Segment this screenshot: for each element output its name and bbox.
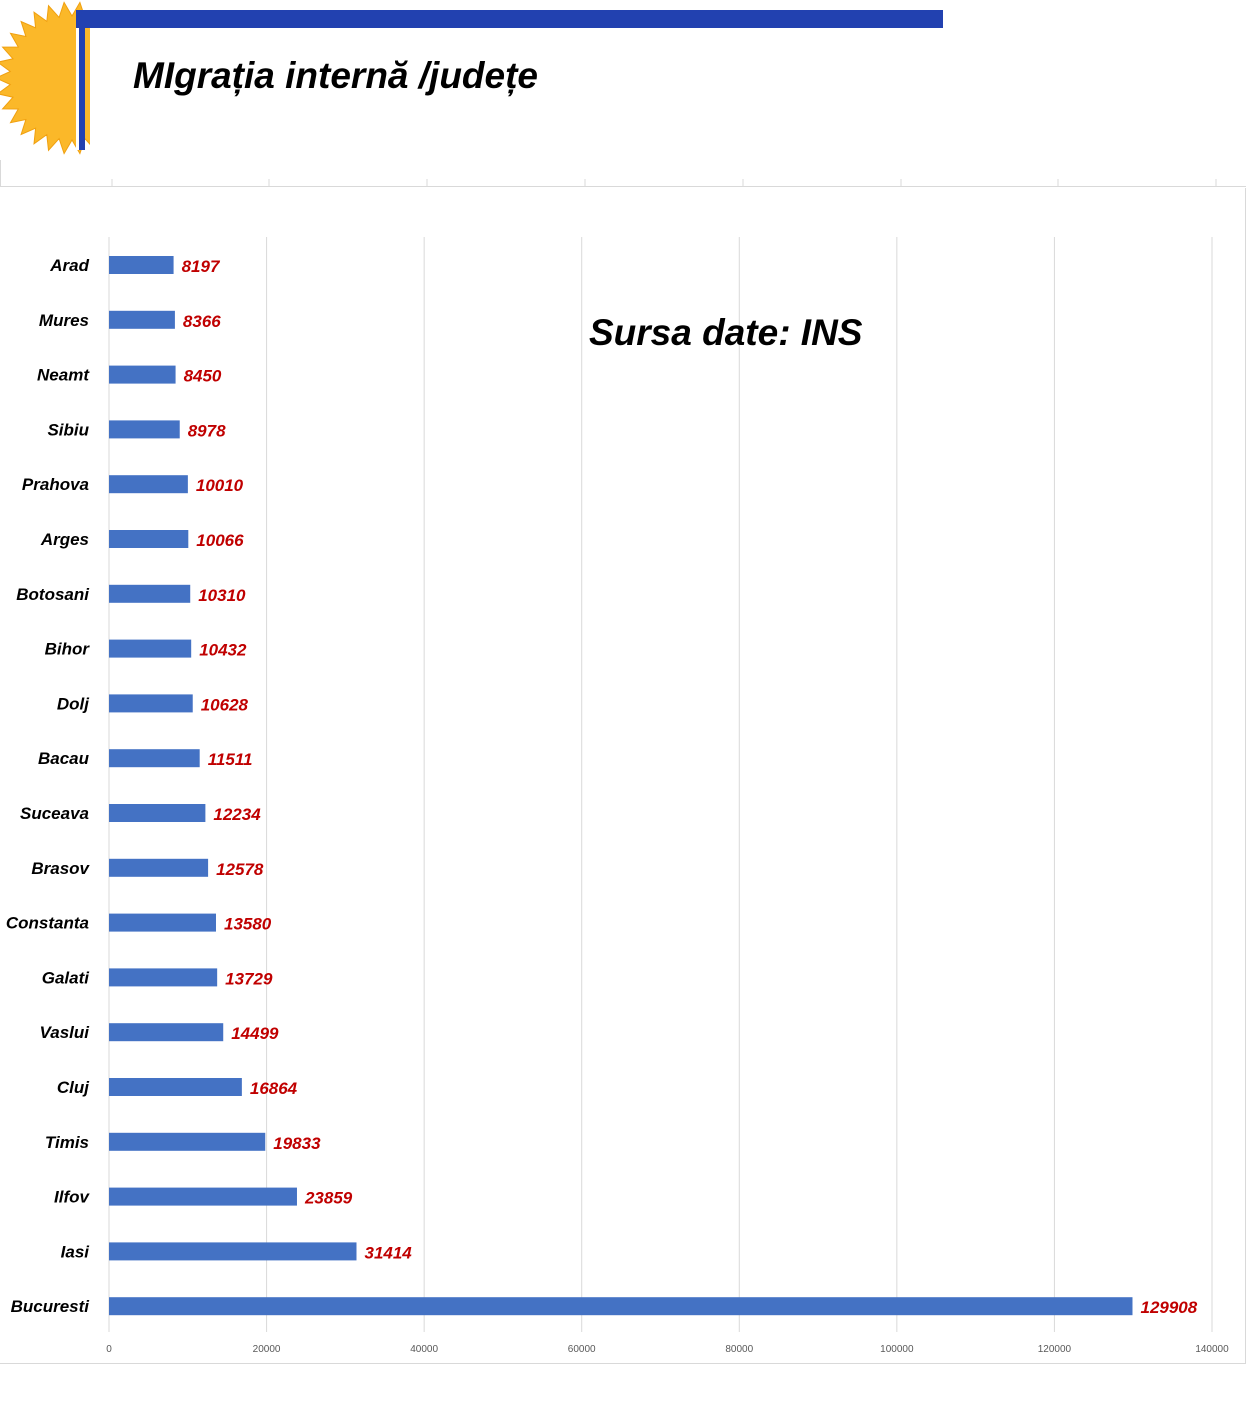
category-label: Prahova	[22, 475, 89, 494]
category-label: Bihor	[45, 640, 91, 659]
data-labels: 8197 8366 8450 8978 10010 10066 10310 10432 1062…	[182, 257, 1198, 1317]
bar	[109, 804, 206, 822]
data-label: 8450	[184, 367, 222, 386]
data-label: 8197	[182, 257, 221, 276]
bar	[109, 256, 174, 274]
category-label: Suceava	[20, 804, 89, 823]
bars	[109, 256, 1133, 1316]
x-tick-label: 100000	[880, 1344, 914, 1355]
bar	[109, 1297, 1133, 1316]
category-label: Dolj	[57, 694, 90, 713]
bar	[109, 420, 180, 439]
x-tick-label: 0	[106, 1344, 112, 1355]
data-label: 31414	[364, 1243, 412, 1262]
top-axis-ticks	[111, 179, 1217, 187]
data-label: 129908	[1140, 1298, 1197, 1317]
category-label: Cluj	[57, 1078, 90, 1097]
data-label: 8366	[183, 312, 221, 331]
bar	[109, 1078, 242, 1096]
bar	[109, 530, 189, 548]
data-label: 10432	[199, 641, 247, 660]
source-annotation: Sursa date: INS	[589, 312, 863, 353]
category-label: Iasi	[61, 1242, 91, 1261]
bar	[109, 365, 176, 384]
data-label: 13580	[224, 915, 272, 934]
category-label: Sibiu	[47, 420, 89, 439]
chart-frame-left-top	[0, 160, 1, 187]
category-label: Botosani	[16, 585, 90, 604]
bar	[109, 1023, 224, 1042]
bar	[109, 858, 209, 877]
x-tick-label: 40000	[410, 1344, 438, 1355]
bar	[109, 584, 191, 603]
data-label: 10066	[196, 531, 244, 550]
data-label: 10010	[196, 476, 244, 495]
header-vertical-bar	[76, 10, 85, 150]
x-tick-label: 120000	[1038, 1344, 1072, 1355]
data-label: 23859	[304, 1189, 353, 1208]
bar	[109, 310, 175, 329]
category-label: Ilfov	[54, 1188, 90, 1207]
chart-frame-top-left	[0, 186, 1246, 187]
category-label: Bacau	[38, 749, 90, 768]
category-label: Brasov	[31, 859, 90, 878]
data-label: 12578	[216, 860, 264, 879]
data-label: 19833	[273, 1134, 321, 1153]
x-axis-tick-labels: 0 20000 40000 60000 80000 100000 120000 140000	[106, 1344, 1229, 1355]
bar	[109, 639, 192, 658]
category-label: Arad	[49, 256, 89, 275]
chart-frame-bottom	[0, 1363, 1246, 1364]
header-vertical-bar-gap	[76, 28, 79, 150]
bar	[109, 1187, 297, 1206]
bar	[109, 1242, 357, 1261]
category-label: Timis	[45, 1133, 89, 1152]
data-label: 14499	[231, 1024, 279, 1043]
category-label: Constanta	[6, 914, 89, 933]
data-label: 13729	[225, 969, 273, 988]
category-labels: Arad Mures Neamt Sibiu Prahova Arges Botosani B…	[6, 256, 91, 1316]
x-tick-label: 140000	[1195, 1344, 1229, 1355]
sun-icon	[0, 1, 90, 155]
category-label: Neamt	[37, 366, 90, 385]
bar	[109, 968, 218, 987]
chart-frame-right	[1245, 188, 1246, 1364]
gridlines	[108, 237, 1213, 1332]
data-label: 10628	[201, 695, 249, 714]
slide-header: MIgrația internă /județe	[0, 0, 1248, 190]
category-label: Bucuresti	[11, 1297, 91, 1316]
category-label: Mures	[39, 311, 89, 330]
category-label: Arges	[40, 530, 89, 549]
data-label: 10310	[198, 586, 246, 605]
data-label: 11511	[208, 750, 253, 769]
x-tick-label: 20000	[253, 1344, 281, 1355]
bar	[109, 475, 188, 494]
category-label: Galati	[42, 968, 91, 987]
bar	[109, 913, 216, 932]
slide-title: MIgrația internă /județe	[133, 55, 539, 96]
data-label: 8978	[188, 421, 226, 440]
bar	[109, 1132, 266, 1151]
x-tick-label: 80000	[725, 1344, 753, 1355]
category-label: Vaslui	[40, 1023, 91, 1042]
bar	[109, 749, 200, 768]
data-label: 16864	[250, 1079, 298, 1098]
header-accent-bar	[78, 10, 943, 28]
bar	[109, 694, 193, 713]
data-label: 12234	[213, 805, 261, 824]
x-tick-label: 60000	[568, 1344, 596, 1355]
